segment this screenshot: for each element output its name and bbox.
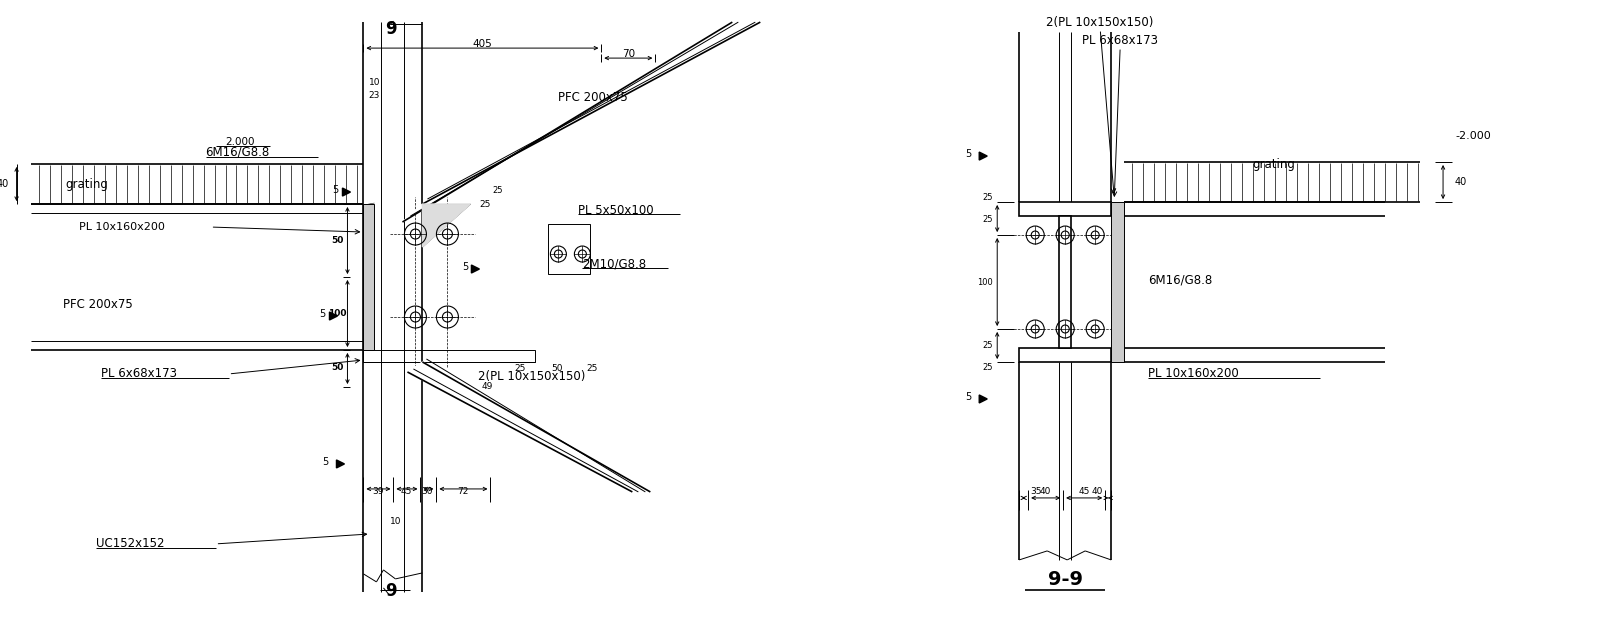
Text: 2(PL 10x150x150): 2(PL 10x150x150) [478,371,586,384]
Polygon shape [472,265,480,273]
Text: 5: 5 [965,392,971,402]
Text: PL 6x68x173: PL 6x68x173 [101,368,176,381]
Text: 2.000: 2.000 [226,137,256,147]
Text: 40: 40 [1454,177,1467,187]
Text: 9-9: 9-9 [1048,570,1083,590]
Text: 40: 40 [0,179,8,189]
Text: 5: 5 [320,309,325,319]
Text: 6M16/G8.8: 6M16/G8.8 [1149,274,1213,287]
Text: UC152x152: UC152x152 [96,537,165,550]
Text: 50: 50 [331,363,344,373]
Bar [1019,202,1110,216]
Text: 5: 5 [462,262,469,272]
Text: PL 6x68x173: PL 6x68x173 [1082,34,1158,47]
Text: 50: 50 [331,236,344,244]
Text: grating: grating [66,177,109,190]
Text: 2M10/G8.8: 2M10/G8.8 [582,258,646,271]
Text: -2.000: -2.000 [1454,131,1491,141]
Text: 25: 25 [587,364,598,373]
Text: PFC 200x75: PFC 200x75 [62,297,133,310]
Text: 100: 100 [978,277,994,287]
Bar [1019,348,1110,362]
Polygon shape [979,152,987,160]
Bar [363,204,374,350]
Text: 45: 45 [1078,488,1090,496]
Text: 5: 5 [322,457,328,467]
Text: 25: 25 [982,215,994,223]
Text: 72: 72 [456,488,469,496]
Bar [1059,216,1070,348]
Text: 25: 25 [982,193,994,202]
Text: 25: 25 [982,363,994,373]
Polygon shape [979,395,987,403]
Text: 2(PL 10x150x150): 2(PL 10x150x150) [1046,16,1154,29]
Text: 5: 5 [333,185,339,195]
Bar [549,224,590,274]
Polygon shape [408,362,650,492]
Polygon shape [336,460,344,468]
Text: 70: 70 [622,49,635,59]
Text: PL 5x50x100: PL 5x50x100 [578,203,654,216]
Polygon shape [403,22,760,222]
Text: 25: 25 [515,364,526,373]
Bar [363,350,536,362]
Text: 6M16/G8.8: 6M16/G8.8 [205,146,270,159]
Polygon shape [342,188,350,196]
Text: 50: 50 [552,364,563,373]
Text: 10: 10 [390,518,402,526]
Bar [1110,202,1125,362]
Text: 35: 35 [1030,488,1042,496]
Text: 9: 9 [384,20,397,38]
Text: 45: 45 [400,488,413,496]
Text: 30: 30 [422,488,434,496]
Text: 40: 40 [1040,488,1051,496]
Text: PL 10x160x200: PL 10x160x200 [1149,368,1238,381]
Polygon shape [422,204,470,247]
Text: PFC 200x75: PFC 200x75 [558,91,629,104]
Text: PL 10x160x200: PL 10x160x200 [78,222,165,232]
Text: 10: 10 [368,78,381,86]
Text: 25: 25 [480,200,491,208]
Text: 25: 25 [493,185,502,195]
Text: 23: 23 [368,91,381,100]
Polygon shape [330,312,338,320]
Text: grating: grating [1253,157,1294,170]
Text: 49: 49 [482,383,493,391]
Text: 100: 100 [328,310,347,318]
Text: 25: 25 [982,341,994,350]
Text: 5: 5 [965,149,971,159]
Text: 39: 39 [373,488,384,496]
Text: 9: 9 [384,582,397,600]
Text: 40: 40 [1091,488,1102,496]
Text: 405: 405 [472,39,493,49]
